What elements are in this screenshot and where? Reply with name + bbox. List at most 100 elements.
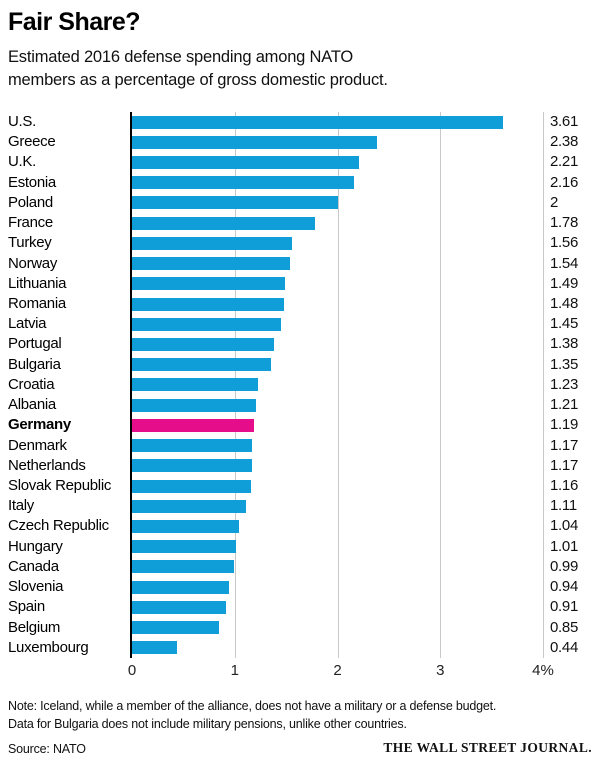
value-label: 1.11 bbox=[550, 497, 577, 515]
chart-title: Fair Share? bbox=[8, 8, 141, 36]
gridline-4 bbox=[543, 112, 544, 658]
chart-row-france: France 1.78 bbox=[0, 213, 600, 233]
value-label: 1.23 bbox=[550, 375, 578, 393]
value-label: 2 bbox=[550, 193, 559, 211]
y-axis-line bbox=[130, 112, 132, 658]
country-label: U.K. bbox=[8, 153, 36, 171]
value-label: 1.48 bbox=[550, 295, 578, 312]
chart-row-italy: Italy 1.11 bbox=[0, 496, 600, 516]
chart-row-croatia: Croatia 1.23 bbox=[0, 375, 600, 395]
bar bbox=[132, 520, 239, 534]
country-label: Greece bbox=[8, 133, 56, 151]
chart-row-czech-republic: Czech Republic 1.04 bbox=[0, 516, 600, 536]
country-label: Portugal bbox=[8, 335, 62, 353]
x-tick-label-4pct: 4% bbox=[532, 662, 554, 679]
bar bbox=[132, 540, 236, 554]
x-tick-label-2: 2 bbox=[333, 662, 342, 679]
value-label: 2.38 bbox=[550, 133, 578, 151]
bar bbox=[132, 459, 253, 473]
bar-rows: U.S. 3.61 Greece 2.38 U.K. 2.21 Estonia 2.16 Pol… bbox=[0, 112, 600, 658]
value-label: 1.45 bbox=[550, 315, 578, 333]
bar bbox=[132, 378, 259, 392]
bar bbox=[132, 600, 226, 614]
country-label: Latvia bbox=[8, 315, 47, 333]
chart-subtitle-line2: members as a percentage of gross domesti… bbox=[8, 71, 388, 89]
country-label: Bulgaria bbox=[8, 355, 61, 373]
country-label: Albania bbox=[8, 396, 56, 414]
value-label: 2.16 bbox=[550, 173, 578, 191]
country-label: Luxembourg bbox=[8, 638, 89, 656]
bar bbox=[132, 216, 315, 230]
bar bbox=[132, 277, 286, 291]
bar bbox=[132, 358, 271, 372]
chart-row-spain: Spain 0.91 bbox=[0, 597, 600, 617]
value-label: 1.35 bbox=[550, 355, 578, 373]
chart-note-line1: Note: Iceland, while a member of the all… bbox=[8, 699, 497, 713]
chart-row-latvia: Latvia 1.45 bbox=[0, 314, 600, 334]
value-label: 1.04 bbox=[550, 517, 578, 535]
x-tick-label-0: 0 bbox=[127, 662, 137, 679]
bar bbox=[132, 115, 503, 129]
source-label: Source: NATO bbox=[8, 742, 86, 756]
value-label: 2.21 bbox=[550, 153, 578, 171]
country-label: Norway bbox=[8, 254, 58, 272]
x-tick-label-3: 3 bbox=[436, 662, 445, 679]
country-label: Romania bbox=[8, 295, 66, 312]
chart-row-netherlands: Netherlands 1.17 bbox=[0, 456, 600, 476]
chart-row-germany: Germany 1.19 bbox=[0, 415, 600, 435]
value-label: 1.17 bbox=[550, 436, 578, 454]
country-label: Spain bbox=[8, 598, 45, 616]
chart-subtitle-line1: Estimated 2016 defense spending among NA… bbox=[8, 48, 354, 66]
chart-row-u-k-: U.K. 2.21 bbox=[0, 152, 600, 172]
country-label: Slovenia bbox=[8, 578, 64, 596]
value-label: 1.01 bbox=[550, 537, 578, 555]
chart-row-bulgaria: Bulgaria 1.35 bbox=[0, 355, 600, 375]
bar bbox=[132, 499, 247, 513]
chart-row-luxembourg: Luxembourg 0.44 bbox=[0, 638, 600, 658]
chart-row-albania: Albania 1.21 bbox=[0, 395, 600, 415]
country-label: Belgium bbox=[8, 618, 61, 636]
value-label: 1.17 bbox=[550, 456, 578, 474]
chart-row-u-s-: U.S. 3.61 bbox=[0, 112, 600, 132]
country-label: Hungary bbox=[8, 537, 63, 555]
bar bbox=[132, 338, 274, 352]
bar bbox=[132, 398, 257, 412]
bar bbox=[132, 176, 354, 190]
bar bbox=[132, 257, 291, 271]
value-label: 0.85 bbox=[550, 618, 578, 636]
value-label: 0.99 bbox=[550, 557, 578, 575]
country-label: Germany bbox=[8, 416, 71, 434]
gridline-3 bbox=[440, 112, 442, 658]
country-label: Slovak Republic bbox=[8, 477, 112, 494]
value-label: 1.49 bbox=[550, 274, 578, 292]
country-label: Canada bbox=[8, 557, 59, 575]
chart-row-slovenia: Slovenia 0.94 bbox=[0, 577, 600, 597]
chart-row-poland: Poland 2 bbox=[0, 193, 600, 213]
country-label: Czech Republic bbox=[8, 517, 109, 535]
chart-row-estonia: Estonia 2.16 bbox=[0, 173, 600, 193]
chart-row-romania: Romania 1.48 bbox=[0, 294, 600, 314]
bar bbox=[132, 418, 255, 432]
value-label: 1.38 bbox=[550, 335, 578, 353]
country-label: Turkey bbox=[8, 234, 52, 252]
x-tick-label-1: 1 bbox=[230, 662, 239, 679]
chart-row-norway: Norway 1.54 bbox=[0, 254, 600, 274]
bar bbox=[132, 297, 285, 311]
bar bbox=[132, 580, 229, 594]
bar bbox=[132, 621, 220, 635]
country-label: Lithuania bbox=[8, 274, 67, 292]
value-label: 1.19 bbox=[550, 416, 578, 434]
chart-row-belgium: Belgium 0.85 bbox=[0, 618, 600, 638]
chart-row-hungary: Hungary 1.01 bbox=[0, 537, 600, 557]
country-label: France bbox=[8, 214, 53, 232]
bar bbox=[132, 196, 338, 210]
chart-subtitle: Estimated 2016 defense spending among NA… bbox=[8, 46, 388, 92]
bar bbox=[132, 560, 234, 574]
value-label: 1.78 bbox=[550, 214, 578, 232]
publisher-wordmark: THE WALL STREET JOURNAL. bbox=[383, 740, 592, 755]
country-label: U.S. bbox=[8, 113, 36, 130]
country-label: Estonia bbox=[8, 173, 56, 191]
value-label: 3.61 bbox=[550, 113, 578, 130]
chart-row-lithuania: Lithuania 1.49 bbox=[0, 274, 600, 294]
chart-row-portugal: Portugal 1.38 bbox=[0, 334, 600, 354]
